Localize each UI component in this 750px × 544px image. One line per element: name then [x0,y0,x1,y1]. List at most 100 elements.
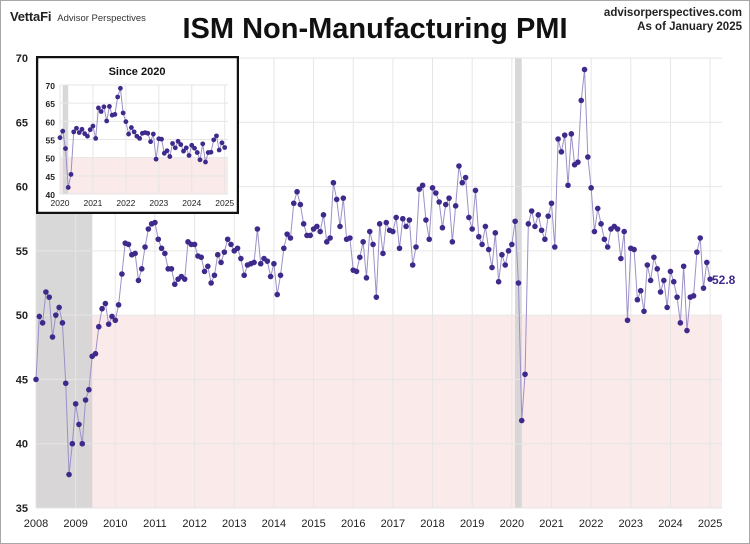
data-point [449,239,456,245]
data-point [72,401,79,407]
data-point [594,205,601,212]
data-point [234,245,241,252]
source-url: advisorperspectives.com [603,7,742,19]
x-tick-label: 2009 [63,518,87,530]
data-point [123,119,129,125]
data-point [39,320,46,326]
main-axes-layer: 35 40 45 50 55 60 65 70 2008 2009 2010 2011 2012 2013… [16,53,723,530]
data-point [79,440,86,447]
data-point [376,221,383,227]
data-point [674,294,680,300]
data-point [429,185,436,191]
data-point [307,232,314,239]
data-point [65,185,71,190]
data-point [482,223,489,230]
x-tick-label: 2025 [698,518,722,530]
data-point [614,226,621,232]
data-point [254,226,261,232]
y-tick-label: 70 [16,53,28,65]
data-point [241,272,247,279]
data-point [135,277,142,284]
data-point [575,159,581,165]
data-point [707,276,713,282]
data-point [192,145,197,151]
data-point [370,241,376,248]
x-tick-label: 2021 [83,198,102,208]
data-point [532,223,538,230]
data-point [684,327,690,334]
x-tick-label: 2023 [149,198,168,208]
data-point [208,149,214,155]
last-value-label: 52.8 [712,273,736,287]
data-point [360,239,366,245]
data-point [222,145,228,150]
data-point [200,141,206,147]
data-point [76,421,82,428]
data-point [155,236,162,243]
data-point [561,132,568,138]
main-points-layer [33,66,713,478]
y-tick-label: 45 [16,374,28,386]
as-of-date: As of January 2025 [637,21,742,33]
data-point [281,245,287,252]
data-point [492,230,499,236]
data-point [538,227,545,234]
data-point [82,397,89,403]
data-point [396,245,403,252]
data-point [565,182,571,189]
data-point [581,66,588,73]
data-point [112,112,118,117]
data-point [624,317,631,324]
brand: VettaFi Advisor Perspectives [10,9,146,24]
data-point [214,251,221,258]
data-point [251,259,257,266]
data-point [314,223,320,230]
data-point [419,182,426,189]
y-tick-label: 40 [46,190,56,200]
data-point [150,131,156,137]
data-point [56,304,62,311]
data-point [33,376,39,383]
data-point [69,440,76,447]
data-point [90,123,96,129]
data-point [277,272,284,279]
y-tick-label: 40 [16,439,28,451]
data-point [95,323,102,330]
inset-title: Since 2020 [109,66,166,78]
data-point [347,235,353,241]
data-point [690,293,697,299]
x-tick-label: 2012 [182,518,206,530]
data-point [644,262,651,268]
data-point [456,163,462,169]
data-point [43,289,49,295]
data-point [101,104,107,110]
y-tick-label: 35 [16,503,28,515]
data-point [112,317,119,324]
data-point [300,221,307,227]
data-point [53,312,59,318]
data-point [107,104,112,109]
data-point [621,228,627,235]
data-point [667,268,674,275]
data-point [697,235,703,241]
data-point [168,266,175,272]
data-point [60,128,66,134]
data-point [109,313,115,320]
data-point [194,150,200,155]
data-point [159,136,164,142]
data-point [59,320,66,326]
data-point [357,254,363,261]
x-tick-label: 2024 [182,198,201,208]
data-point [380,250,386,257]
data-point [462,174,469,181]
data-point [680,263,687,270]
data-point [287,235,294,241]
data-point [148,139,153,145]
data-point [145,130,151,136]
data-point [631,246,637,253]
data-point [489,264,495,271]
data-point [518,417,525,424]
data-point [71,129,77,135]
data-point [175,138,181,144]
x-tick-label: 2011 [143,518,167,530]
